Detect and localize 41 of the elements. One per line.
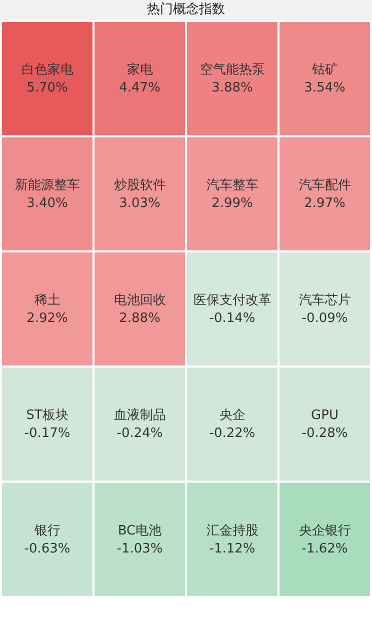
data-label: -0.24% (116, 426, 163, 442)
data-label: 2.88% (119, 311, 160, 326)
data-label: -0.63% (24, 541, 70, 556)
category-label: 新能源整车 (14, 178, 80, 193)
data-label: -0.09% (302, 311, 348, 326)
data-label: 2.99% (212, 196, 253, 211)
category-label: 央企银行 (298, 523, 351, 538)
category-label: ST板块 (26, 408, 68, 424)
data-label: 3.54% (304, 80, 346, 96)
text: 热门概念指数 (147, 1, 225, 17)
category-label: 空气能热泵 (200, 62, 265, 78)
data-label: -0.17% (24, 426, 70, 442)
data-label: -1.12% (209, 541, 256, 556)
data-label: -1.62% (302, 541, 348, 556)
category-label: BC电池 (118, 523, 162, 538)
category-label: 汽车芯片 (298, 293, 351, 308)
data-label: 2.92% (26, 311, 68, 326)
category-label: 炒股软件 (114, 178, 166, 193)
category-label: 钴矿 (310, 62, 338, 78)
data-label: -0.22% (209, 426, 256, 442)
category-label: 白色家电 (21, 62, 74, 78)
data-label: 4.47% (119, 80, 160, 96)
category-label: 央企 (219, 408, 246, 424)
category-label: 银行 (33, 523, 60, 538)
data-label: 2.97% (304, 196, 346, 211)
category-label: 汽车配件 (298, 178, 351, 193)
data-label: -0.28% (302, 426, 348, 442)
data-label: 3.88% (212, 80, 253, 96)
category-label: 汽车整车 (206, 178, 258, 193)
data-label: -0.14% (209, 311, 256, 326)
data-label: 3.03% (119, 196, 160, 211)
category-label: 医保支付改革 (193, 293, 272, 308)
data-label: -1.03% (116, 541, 163, 556)
data-label: 3.40% (26, 196, 68, 211)
category-label: 家电 (126, 62, 153, 78)
category-label: 血液制品 (114, 408, 166, 424)
category-label: 稀土 (34, 293, 60, 308)
data-label: 5.70% (26, 80, 68, 96)
category-label: 汇金持股 (206, 523, 258, 538)
category-label: 电池回收 (114, 293, 166, 308)
category-label: GPU (311, 408, 338, 424)
